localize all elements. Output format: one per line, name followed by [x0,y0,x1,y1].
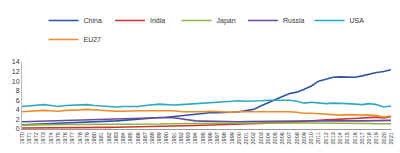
svg-text:1989: 1989 [156,132,162,144]
svg-text:6: 6 [16,97,20,104]
svg-text:1990: 1990 [163,132,169,144]
svg-text:1978: 1978 [77,132,83,144]
svg-text:8: 8 [16,87,20,94]
svg-text:2: 2 [16,116,20,123]
svg-text:2009: 2009 [301,132,307,144]
svg-text:1994: 1994 [192,132,198,144]
svg-text:2013: 2013 [330,132,336,144]
svg-text:1973: 1973 [40,132,46,144]
svg-text:10: 10 [12,78,20,85]
svg-text:4: 4 [16,106,20,113]
svg-text:1976: 1976 [62,132,68,144]
svg-text:Russia: Russia [283,17,305,24]
svg-text:2014: 2014 [337,132,343,144]
svg-text:1993: 1993 [185,132,191,144]
svg-text:2006: 2006 [279,132,285,144]
svg-text:2007: 2007 [286,132,292,144]
svg-text:2016: 2016 [352,132,358,144]
svg-text:2008: 2008 [294,132,300,144]
svg-text:1999: 1999 [229,132,235,144]
svg-text:1983: 1983 [113,132,119,144]
svg-text:2002: 2002 [250,132,256,144]
svg-text:USA: USA [350,17,365,24]
svg-text:1988: 1988 [149,132,155,144]
svg-text:2010: 2010 [308,132,314,144]
svg-text:1979: 1979 [84,132,90,144]
svg-text:2018: 2018 [366,132,372,144]
svg-text:1981: 1981 [98,132,104,144]
svg-text:1984: 1984 [120,132,126,144]
svg-text:1998: 1998 [221,132,227,144]
svg-text:1977: 1977 [69,132,75,144]
svg-text:1972: 1972 [33,132,39,144]
svg-text:2012: 2012 [323,132,329,144]
svg-text:2017: 2017 [359,132,365,144]
svg-text:1982: 1982 [106,132,112,144]
svg-text:1992: 1992 [178,132,184,144]
svg-text:1985: 1985 [127,132,133,144]
svg-text:2021: 2021 [388,132,394,144]
svg-text:1995: 1995 [200,132,206,144]
svg-text:2000: 2000 [236,132,242,144]
svg-text:China: China [84,17,102,24]
svg-text:1974: 1974 [48,132,54,144]
svg-text:Japan: Japan [217,17,236,25]
svg-text:1970: 1970 [19,132,25,144]
svg-text:1987: 1987 [142,132,148,144]
svg-text:0: 0 [16,125,20,132]
svg-text:2020: 2020 [381,132,387,144]
svg-text:2011: 2011 [315,132,321,144]
svg-text:1991: 1991 [171,132,177,144]
svg-text:12: 12 [12,68,20,75]
svg-text:2019: 2019 [373,132,379,144]
svg-text:1971: 1971 [26,132,32,144]
svg-text:2005: 2005 [272,132,278,144]
svg-text:1980: 1980 [91,132,97,144]
svg-text:India: India [150,17,165,24]
svg-text:2015: 2015 [344,132,350,144]
svg-text:14: 14 [12,58,20,65]
svg-text:EU27: EU27 [84,36,102,43]
svg-text:1997: 1997 [214,132,220,144]
svg-text:2001: 2001 [243,132,249,144]
svg-text:1986: 1986 [135,132,141,144]
svg-text:1975: 1975 [55,132,61,144]
svg-text:2004: 2004 [265,132,271,144]
svg-text:1996: 1996 [207,132,213,144]
svg-text:2003: 2003 [258,132,264,144]
